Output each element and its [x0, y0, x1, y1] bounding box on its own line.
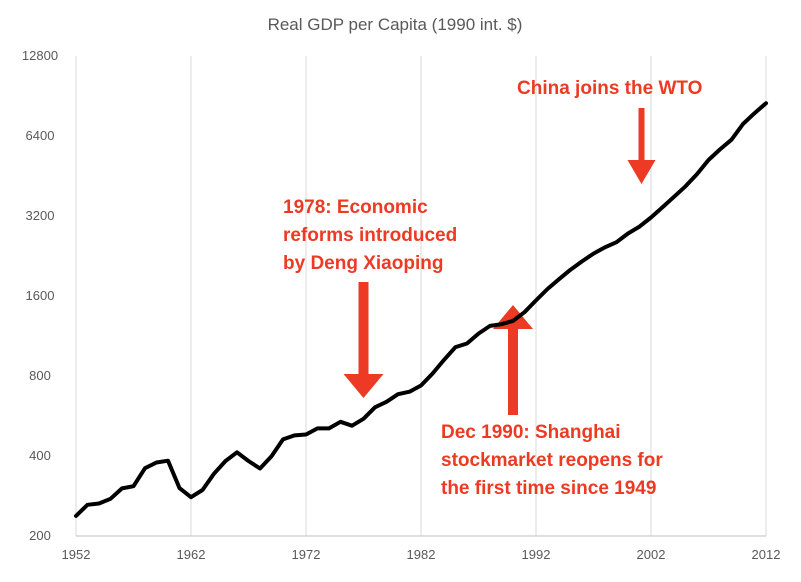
y-tick-label: 800	[29, 368, 51, 383]
x-tick-label: 1972	[292, 547, 321, 562]
annotation-text: 1978: Economic	[283, 197, 428, 218]
gdp-series-line	[74, 101, 768, 518]
x-tick-label: 2012	[752, 547, 781, 562]
annotation-text: stockmarket reopens for	[441, 450, 663, 471]
y-axis: 200 400 800 1600 3200 6400 12800	[22, 48, 58, 543]
annotations: China joins the WTO 1978: Economic reforms…	[283, 78, 702, 499]
y-tick-label: 1600	[26, 288, 55, 303]
x-axis: 1952 1962 1972 1982 1992 2002 2012	[62, 535, 781, 562]
x-tick-label: 1962	[177, 547, 206, 562]
y-tick-label: 400	[29, 448, 51, 463]
annotation-arrow	[343, 282, 384, 398]
x-tick-label: 1982	[407, 547, 436, 562]
annotation-text: by Deng Xiaoping	[283, 253, 443, 274]
annotation-arrow	[627, 108, 656, 184]
annotation-text: China joins the WTO	[517, 78, 702, 99]
y-tick-label: 6400	[26, 128, 55, 143]
x-tick-label: 1992	[522, 547, 551, 562]
gridlines	[75, 56, 767, 536]
y-tick-label: 3200	[26, 208, 55, 223]
annotation-arrow	[493, 305, 533, 415]
x-tick-label: 1952	[62, 547, 91, 562]
series-group	[74, 101, 768, 518]
y-tick-label: 12800	[22, 48, 58, 63]
annotation-text: reforms introduced	[283, 225, 457, 246]
annotation-text: the first time since 1949	[441, 478, 656, 499]
x-tick-label: 2002	[637, 547, 666, 562]
y-tick-label: 200	[29, 528, 51, 543]
annotation-arrows	[343, 108, 656, 415]
annotation-text: Dec 1990: Shanghai	[441, 422, 621, 443]
chart-title: Real GDP per Capita (1990 int. $)	[268, 15, 523, 34]
